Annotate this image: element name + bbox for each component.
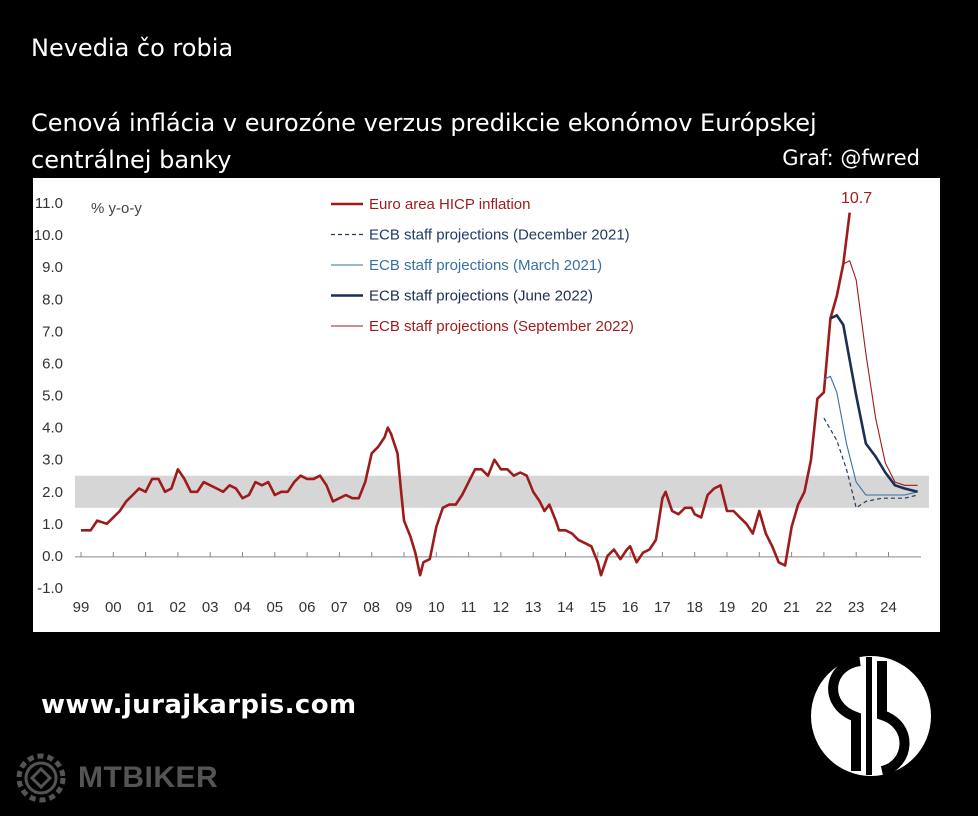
x-tick-label: 04 [234, 599, 251, 616]
x-tick-label: 09 [396, 599, 413, 616]
x-tick-label: 20 [751, 599, 768, 616]
x-tick-label: 11 [461, 599, 477, 616]
x-tick-label: 15 [589, 599, 606, 616]
x-tick-label: 99 [73, 599, 90, 616]
series-line-1 [823, 417, 918, 509]
legend-label-2: ECB staff projections (March 2021) [369, 257, 602, 274]
x-tick-label: 24 [880, 599, 897, 616]
watermark-text: MTBIKER [78, 761, 219, 794]
x-tick-label: 01 [137, 599, 154, 616]
gear-icon [16, 753, 66, 803]
series-line-0 [81, 212, 851, 577]
y-tick-label: 9.0 [42, 259, 63, 276]
x-tick-label: 06 [299, 599, 316, 616]
x-tick-label: 19 [719, 599, 736, 616]
y-tick-label: 0.0 [42, 548, 63, 565]
legend-label-4: ECB staff projections (September 2022) [369, 318, 634, 335]
x-tick-label: 14 [557, 599, 574, 616]
legend-label-1: ECB staff projections (December 2021) [369, 227, 630, 244]
website-url[interactable]: www.jurajkarpis.com [41, 690, 357, 720]
series-line-3 [829, 314, 918, 494]
x-tick-label: 22 [816, 599, 833, 616]
legend-label-0: Euro area HICP inflation [369, 196, 530, 213]
y-tick-label: 2.0 [42, 484, 63, 501]
chart-credit: Graf: @fwred [782, 146, 920, 170]
series-line-2 [823, 375, 918, 496]
y-tick-label: 1.0 [42, 516, 63, 533]
x-tick-label: 03 [202, 599, 219, 616]
mtbiker-watermark: MTBIKER [12, 748, 218, 808]
x-tick-label: 16 [622, 599, 639, 616]
y-tick-label: -1.0 [37, 580, 63, 597]
top-subtitle: Nevedia čo robia [31, 34, 234, 62]
y-tick-label: 6.0 [42, 355, 63, 372]
x-tick-label: 05 [266, 599, 283, 616]
x-tick-label: 18 [686, 599, 703, 616]
x-tick-label: 17 [654, 599, 671, 616]
y-tick-label: 8.0 [42, 291, 63, 308]
x-tick-label: 13 [525, 599, 542, 616]
x-tick-label: 00 [105, 599, 122, 616]
x-tick-label: 10 [428, 599, 445, 616]
legend-label-3: ECB staff projections (June 2022) [369, 288, 593, 305]
x-tick-label: 07 [331, 599, 348, 616]
inflation-chart: 11.0 10.0 9.0 8.0 7.0 6.0 5.0 4.0 3.0 2.0 1.0 0.0 -1… [34, 190, 929, 616]
y-tick-label: 11.0 [35, 195, 63, 212]
y-tick-label: 7.0 [42, 323, 63, 340]
brand-logo [811, 656, 931, 776]
target-band [75, 475, 929, 508]
chart-title: Cenová inflácia v eurozóne verzus predik… [31, 109, 817, 174]
series-line-4 [843, 260, 918, 486]
x-tick-label: 21 [783, 599, 800, 616]
peak-label: 10.7 [841, 190, 872, 207]
y-tick-label: 3.0 [42, 452, 63, 469]
x-tick-label: 08 [363, 599, 380, 616]
y-tick-label: 4.0 [42, 420, 63, 437]
x-tick-label: 12 [493, 599, 510, 616]
y-tick-label: 5.0 [42, 388, 63, 405]
x-tick-label: 02 [170, 599, 187, 616]
chart-panel: 11.0 10.0 9.0 8.0 7.0 6.0 5.0 4.0 3.0 2.0 1.0 0.0 -1… [33, 178, 940, 632]
unit-label: % y-o-y [91, 200, 142, 217]
y-tick-label: 10.0 [34, 227, 63, 244]
x-tick-label: 23 [848, 599, 865, 616]
